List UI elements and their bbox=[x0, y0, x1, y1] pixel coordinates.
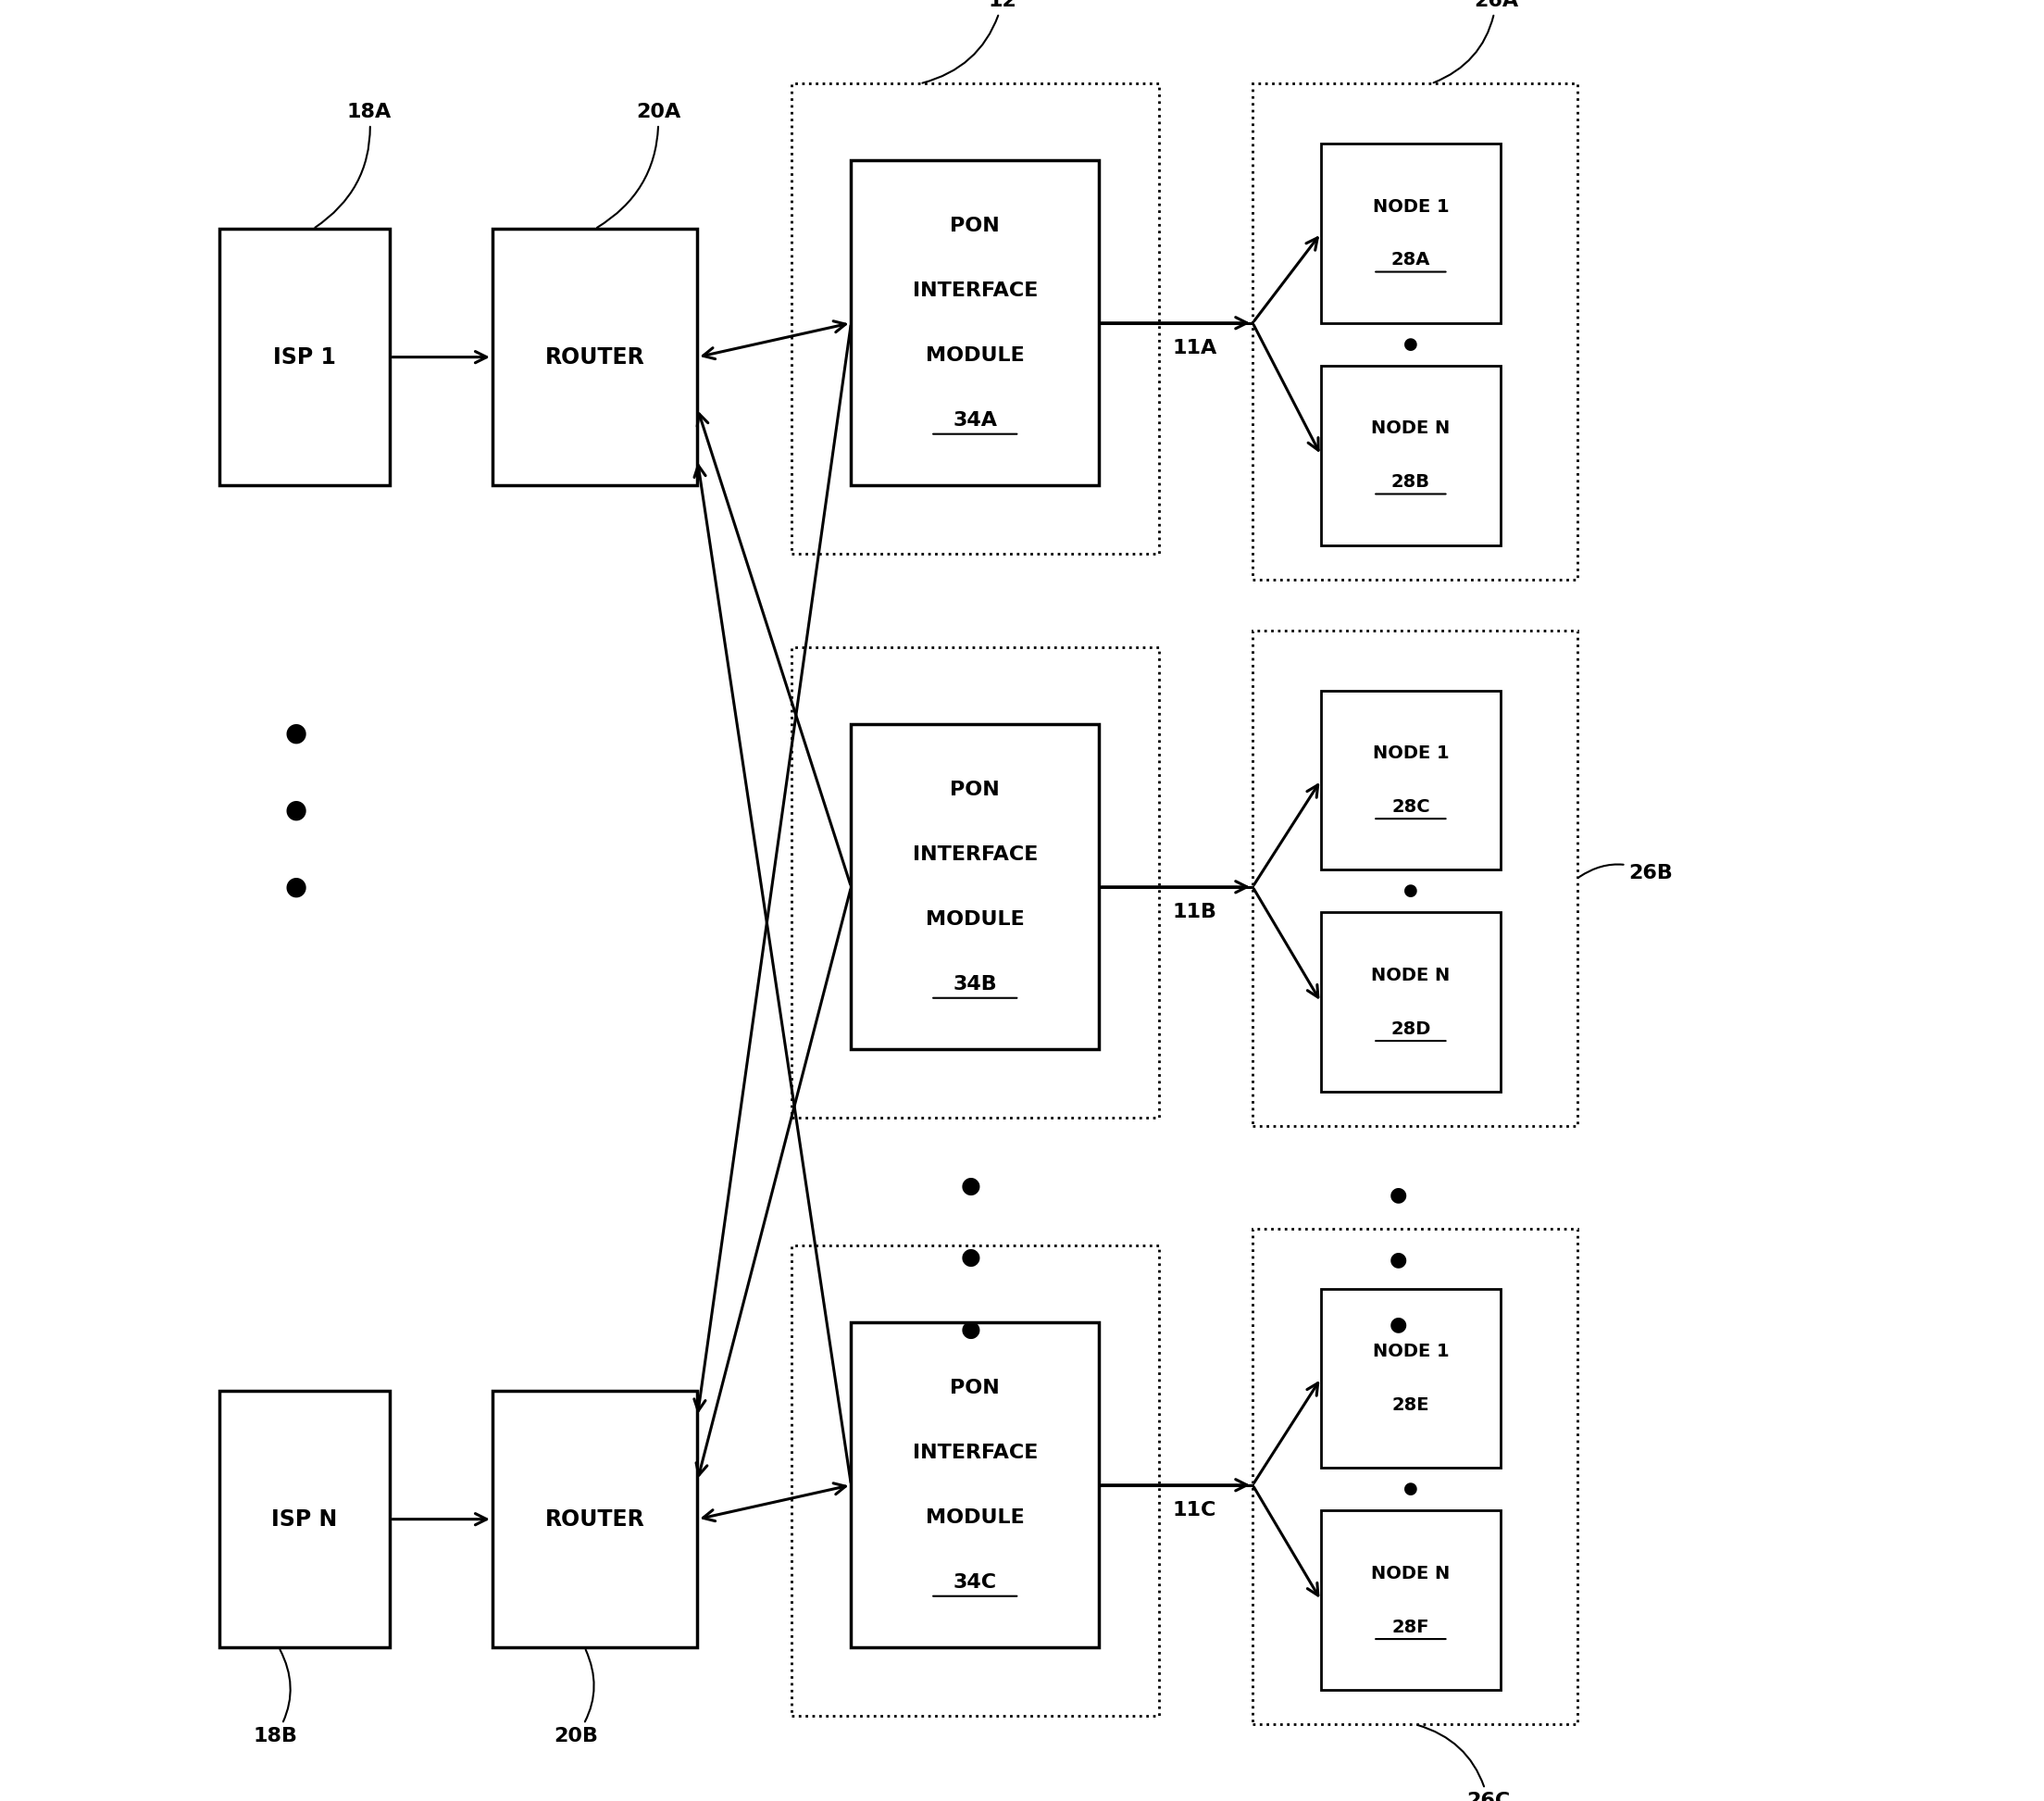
Text: PON: PON bbox=[950, 216, 1000, 234]
FancyBboxPatch shape bbox=[493, 1390, 697, 1648]
Text: NODE 1: NODE 1 bbox=[1372, 198, 1449, 216]
Text: 11C: 11C bbox=[1173, 1502, 1216, 1520]
Text: 34C: 34C bbox=[953, 1574, 997, 1592]
Text: 11A: 11A bbox=[1173, 339, 1216, 358]
Text: NODE N: NODE N bbox=[1372, 1565, 1449, 1583]
Text: 28E: 28E bbox=[1392, 1396, 1429, 1414]
Text: ISP N: ISP N bbox=[272, 1507, 337, 1531]
FancyBboxPatch shape bbox=[1320, 1511, 1500, 1689]
Text: 28D: 28D bbox=[1390, 1019, 1431, 1037]
FancyBboxPatch shape bbox=[1320, 366, 1500, 546]
Text: 20A: 20A bbox=[597, 103, 681, 227]
Text: ●: ● bbox=[284, 798, 307, 823]
Text: 28B: 28B bbox=[1392, 474, 1431, 492]
Text: NODE N: NODE N bbox=[1372, 420, 1449, 438]
Text: ●: ● bbox=[1390, 1315, 1406, 1335]
Text: ●: ● bbox=[961, 1318, 981, 1340]
Text: 28C: 28C bbox=[1392, 798, 1431, 816]
Text: ●: ● bbox=[961, 1246, 981, 1270]
Text: PON: PON bbox=[950, 1378, 1000, 1398]
Text: NODE 1: NODE 1 bbox=[1372, 744, 1449, 762]
Text: MODULE: MODULE bbox=[926, 346, 1024, 364]
Text: ●: ● bbox=[1404, 337, 1419, 353]
FancyBboxPatch shape bbox=[1320, 144, 1500, 322]
Text: ●: ● bbox=[1390, 1250, 1406, 1268]
Text: ●: ● bbox=[1390, 1185, 1406, 1203]
FancyBboxPatch shape bbox=[850, 160, 1100, 484]
Text: ●: ● bbox=[961, 1174, 981, 1198]
Text: ●: ● bbox=[1404, 882, 1419, 899]
Text: ROUTER: ROUTER bbox=[546, 346, 644, 367]
FancyBboxPatch shape bbox=[1320, 1288, 1500, 1468]
Text: 26A: 26A bbox=[1433, 0, 1519, 83]
Text: ●: ● bbox=[284, 873, 307, 900]
Text: ISP 1: ISP 1 bbox=[274, 346, 335, 367]
FancyBboxPatch shape bbox=[1320, 690, 1500, 870]
Text: ●: ● bbox=[1404, 1480, 1419, 1498]
Text: ●: ● bbox=[284, 720, 307, 746]
FancyBboxPatch shape bbox=[219, 229, 390, 484]
Text: NODE N: NODE N bbox=[1372, 967, 1449, 985]
FancyBboxPatch shape bbox=[219, 1390, 390, 1648]
Text: 28A: 28A bbox=[1392, 250, 1431, 268]
Text: ROUTER: ROUTER bbox=[546, 1507, 644, 1531]
FancyBboxPatch shape bbox=[1320, 913, 1500, 1091]
Text: 18A: 18A bbox=[315, 103, 392, 227]
Text: NODE 1: NODE 1 bbox=[1372, 1344, 1449, 1360]
Text: 34B: 34B bbox=[953, 974, 997, 994]
Text: INTERFACE: INTERFACE bbox=[912, 281, 1038, 299]
Text: 28F: 28F bbox=[1392, 1619, 1429, 1635]
Text: 20B: 20B bbox=[554, 1650, 599, 1745]
Text: 26B: 26B bbox=[1580, 863, 1672, 882]
FancyBboxPatch shape bbox=[850, 724, 1100, 1050]
Text: MODULE: MODULE bbox=[926, 1507, 1024, 1527]
Text: 26C: 26C bbox=[1416, 1725, 1511, 1801]
Text: 34A: 34A bbox=[953, 411, 997, 430]
FancyBboxPatch shape bbox=[850, 1322, 1100, 1648]
Text: 12: 12 bbox=[922, 0, 1016, 83]
Text: 18B: 18B bbox=[253, 1650, 298, 1745]
Text: MODULE: MODULE bbox=[926, 910, 1024, 929]
Text: INTERFACE: INTERFACE bbox=[912, 1443, 1038, 1462]
Text: PON: PON bbox=[950, 780, 1000, 798]
FancyBboxPatch shape bbox=[493, 229, 697, 484]
Text: 11B: 11B bbox=[1173, 904, 1216, 922]
Text: INTERFACE: INTERFACE bbox=[912, 845, 1038, 864]
